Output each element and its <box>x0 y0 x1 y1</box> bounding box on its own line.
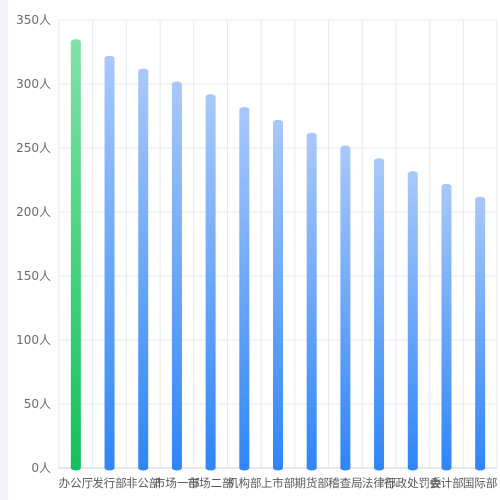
bar-base <box>374 465 385 471</box>
bar-base <box>104 465 115 471</box>
bar[interactable] <box>171 84 182 468</box>
bar-cap <box>70 39 81 45</box>
y-axis: 0人 50人 100人 150人 200人 250人 300人 350人 <box>16 13 51 475</box>
bars <box>70 39 486 471</box>
bar[interactable] <box>239 109 250 468</box>
y-tick-label: 350人 <box>16 13 51 27</box>
bar-base <box>475 465 486 471</box>
bar-cap <box>171 81 182 87</box>
x-tick-label: 上市部 <box>261 476 296 490</box>
x-tick-label: 非公部 <box>126 476 161 490</box>
bar-base <box>441 465 452 471</box>
x-tick-label: 会计部 <box>429 476 464 490</box>
bar[interactable] <box>407 173 418 468</box>
bar[interactable] <box>273 122 283 469</box>
bar-cap <box>138 68 149 74</box>
x-tick-label: 市场二部 <box>188 476 234 490</box>
bar[interactable] <box>104 58 115 469</box>
left-panel-strip <box>0 0 8 500</box>
bar[interactable] <box>205 96 216 469</box>
bar-base <box>273 465 283 471</box>
bar-base <box>70 465 81 471</box>
bar-cap <box>441 183 452 189</box>
bar-base <box>306 465 317 471</box>
y-tick-label: 300人 <box>16 77 51 91</box>
x-tick-label: 发行部 <box>92 476 127 490</box>
bar-cap <box>407 171 418 177</box>
x-tick-label: 国际部 <box>463 476 498 490</box>
bar[interactable] <box>70 41 81 468</box>
bar[interactable] <box>374 160 385 469</box>
x-tick-label: 法律部 <box>362 476 397 490</box>
bar-cap <box>340 145 351 151</box>
bar-cap <box>205 94 216 100</box>
bar-cap <box>374 158 385 164</box>
x-tick-label: 期货部 <box>294 476 329 490</box>
x-tick-label: 机构部 <box>227 476 262 490</box>
bar-base <box>407 465 418 471</box>
bar-base <box>239 465 250 471</box>
bar-base <box>171 465 182 471</box>
bar-cap <box>273 119 283 125</box>
bar[interactable] <box>306 135 317 468</box>
bar[interactable] <box>475 199 486 468</box>
x-tick-label: 行政处罚委 <box>384 476 442 490</box>
bar-cap <box>306 132 317 138</box>
bar-cap <box>475 196 486 202</box>
bar-cap <box>239 107 250 113</box>
x-tick-label: 办公厅 <box>59 476 94 490</box>
bar-base <box>138 465 149 471</box>
y-tick-label: 150人 <box>16 269 51 283</box>
grid-lines <box>58 19 498 469</box>
bar-base <box>340 465 351 471</box>
bar[interactable] <box>138 71 149 468</box>
y-tick-label: 200人 <box>16 205 51 219</box>
x-tick-label: 市场一部 <box>154 476 200 490</box>
y-tick-label: 0人 <box>31 461 51 475</box>
bar-base <box>205 465 216 471</box>
y-tick-label: 250人 <box>16 141 51 155</box>
y-tick-label: 100人 <box>16 333 51 347</box>
y-tick-label: 50人 <box>24 397 51 411</box>
bar[interactable] <box>441 186 452 468</box>
bar-cap <box>104 55 115 61</box>
x-tick-label: 稽查局 <box>328 476 363 490</box>
bar[interactable] <box>340 148 351 468</box>
